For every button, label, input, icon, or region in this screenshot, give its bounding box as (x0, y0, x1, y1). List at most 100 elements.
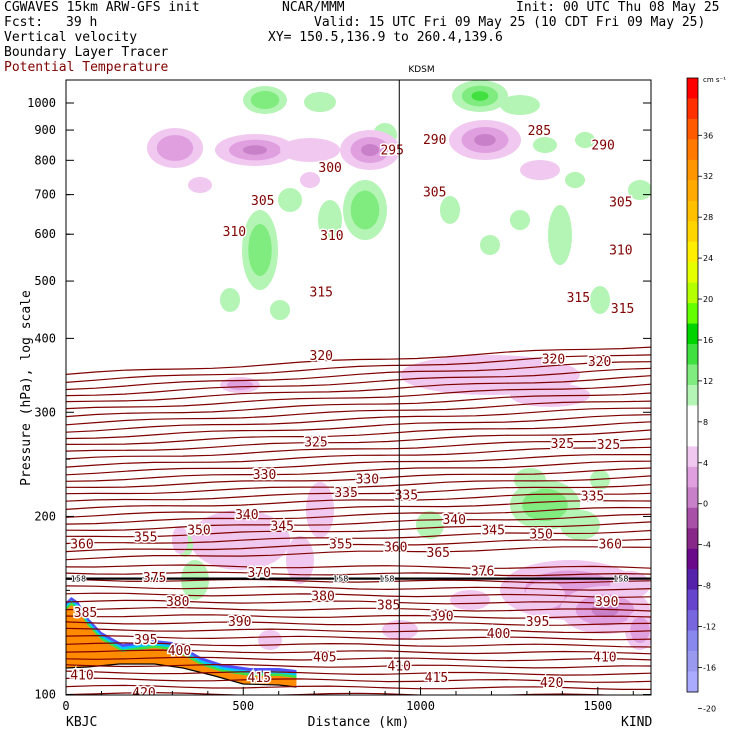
isentrope-label: 355 (329, 538, 352, 553)
velocity-contour-fill (220, 288, 240, 312)
velocity-contour-fill (440, 196, 460, 224)
isentrope-line (66, 529, 651, 545)
isentrope-label: 320 (542, 352, 565, 367)
colorbar-unit: cm s⁻¹ (703, 76, 726, 84)
bl-tracer-low-band (66, 597, 297, 678)
isentrope-line (66, 429, 651, 452)
colorbar-swatch (687, 589, 698, 611)
velocity-contour-fill (533, 137, 557, 153)
isentrope-label: 335 (581, 489, 604, 504)
velocity-contour-fill (300, 172, 320, 188)
velocity-contour-fill (250, 90, 280, 110)
colorbar-swatch (687, 671, 698, 693)
isentrope-line (66, 664, 651, 669)
isentrope-line (66, 700, 651, 703)
colorbar-swatch (687, 262, 698, 283)
isentrope-line (66, 407, 651, 433)
isentrope-label: 340 (442, 513, 465, 528)
colorbar-swatch (687, 159, 698, 181)
isentrope-line (66, 454, 651, 476)
y-tick-label: 200 (34, 509, 56, 523)
velocity-contour-fill (280, 138, 340, 162)
colorbar-swatch (687, 282, 698, 304)
x-tick-label: 500 (232, 699, 254, 713)
isentrope-line (66, 571, 651, 577)
isentrope-label: 380 (166, 595, 189, 610)
velocity-contour-fill (306, 482, 334, 538)
field-boundary-layer-tracer: Boundary Layer Tracer (4, 45, 169, 60)
terrain (66, 664, 297, 695)
colorbar-swatch (687, 630, 698, 652)
colorbar-swatch (687, 221, 698, 243)
velocity-contour-fill (286, 536, 314, 584)
y-tick-label: 800 (34, 153, 56, 167)
isentrope-label: 360 (598, 538, 621, 553)
x-tick-label: 1500 (583, 699, 612, 713)
isentrope-label: 390 (430, 610, 453, 625)
isentrope-line (66, 585, 651, 591)
colorbar-swatch (687, 528, 698, 550)
isentrope-label: 345 (481, 524, 504, 539)
forecast-hour: 39 h (66, 15, 98, 30)
velocity-contour-fill (350, 190, 380, 230)
isentrope-line (66, 564, 651, 569)
velocity-contour-fill (248, 224, 272, 276)
velocity-contour-fill (522, 488, 568, 522)
colorbar-swatch (687, 548, 698, 570)
isentrope-label: 320 (588, 355, 611, 370)
isentrope-label: 410 (70, 669, 93, 684)
isentrope-line (66, 354, 651, 383)
isentrope-label: 325 (304, 435, 327, 450)
colorbar-tick-label: 20 (703, 295, 713, 304)
isentrope-label: 390 (228, 615, 251, 630)
velocity-contour-fill (361, 144, 379, 156)
isentrope-line (66, 421, 651, 445)
colorbar-swatch (687, 610, 698, 631)
isentrope-label: 350 (187, 524, 210, 539)
field-potential-temperature: Potential Temperature (4, 60, 169, 75)
velocity-contour-fill (188, 177, 212, 193)
colorbar-tick-label: -12 (703, 623, 716, 632)
isentrope-line (66, 642, 651, 648)
isentrope-line (66, 467, 651, 489)
isentrope-label: 365 (427, 546, 450, 561)
isentrope-label: 380 (311, 590, 334, 605)
isentrope-line (66, 634, 651, 641)
isentrope-label: 355 (134, 530, 157, 545)
velocity-contour-fill (450, 590, 490, 610)
velocity-contour-fill (575, 132, 595, 148)
isentrope-label: 285 (528, 124, 551, 139)
velocity-contour-fill (278, 188, 302, 212)
colorbar-swatch (687, 364, 698, 386)
velocity-contour-fill (510, 210, 530, 230)
isentrope-line (66, 578, 651, 584)
isentrope-label: 385 (74, 606, 97, 621)
colorbar-swatch (687, 303, 698, 324)
isentrope-line (66, 677, 651, 683)
isentrope-label: 330 (253, 468, 276, 483)
isentrope-line (66, 707, 651, 710)
isentrope-line (66, 691, 620, 695)
isentrope-label: 400 (168, 644, 191, 659)
isentrope-label: 405 (313, 650, 336, 665)
colorbar-swatch (687, 487, 698, 509)
y-tick-label: 700 (34, 188, 56, 202)
isentrope-line (66, 375, 651, 403)
colorbar-swatch (687, 385, 698, 406)
colorbar-swatch (687, 118, 698, 140)
isentrope-label: 310 (320, 229, 343, 244)
y-axis-label: Pressure (hPa), log scale (19, 290, 34, 486)
isentrope-line (66, 506, 651, 525)
isentrope-label: 420 (132, 686, 155, 701)
colorbar-swatch (687, 569, 698, 590)
y-tick-label: 1000 (27, 96, 56, 110)
velocity-contour-fill (474, 134, 496, 146)
isentrope-label: 335 (395, 488, 418, 503)
velocity-contour-fill (591, 602, 619, 618)
velocity-contour-fill (565, 172, 585, 188)
y-tick-label: 300 (34, 405, 56, 419)
isentrope-line (66, 367, 651, 397)
velocity-contour-fill (520, 160, 560, 180)
velocity-contour-fill (500, 95, 540, 115)
